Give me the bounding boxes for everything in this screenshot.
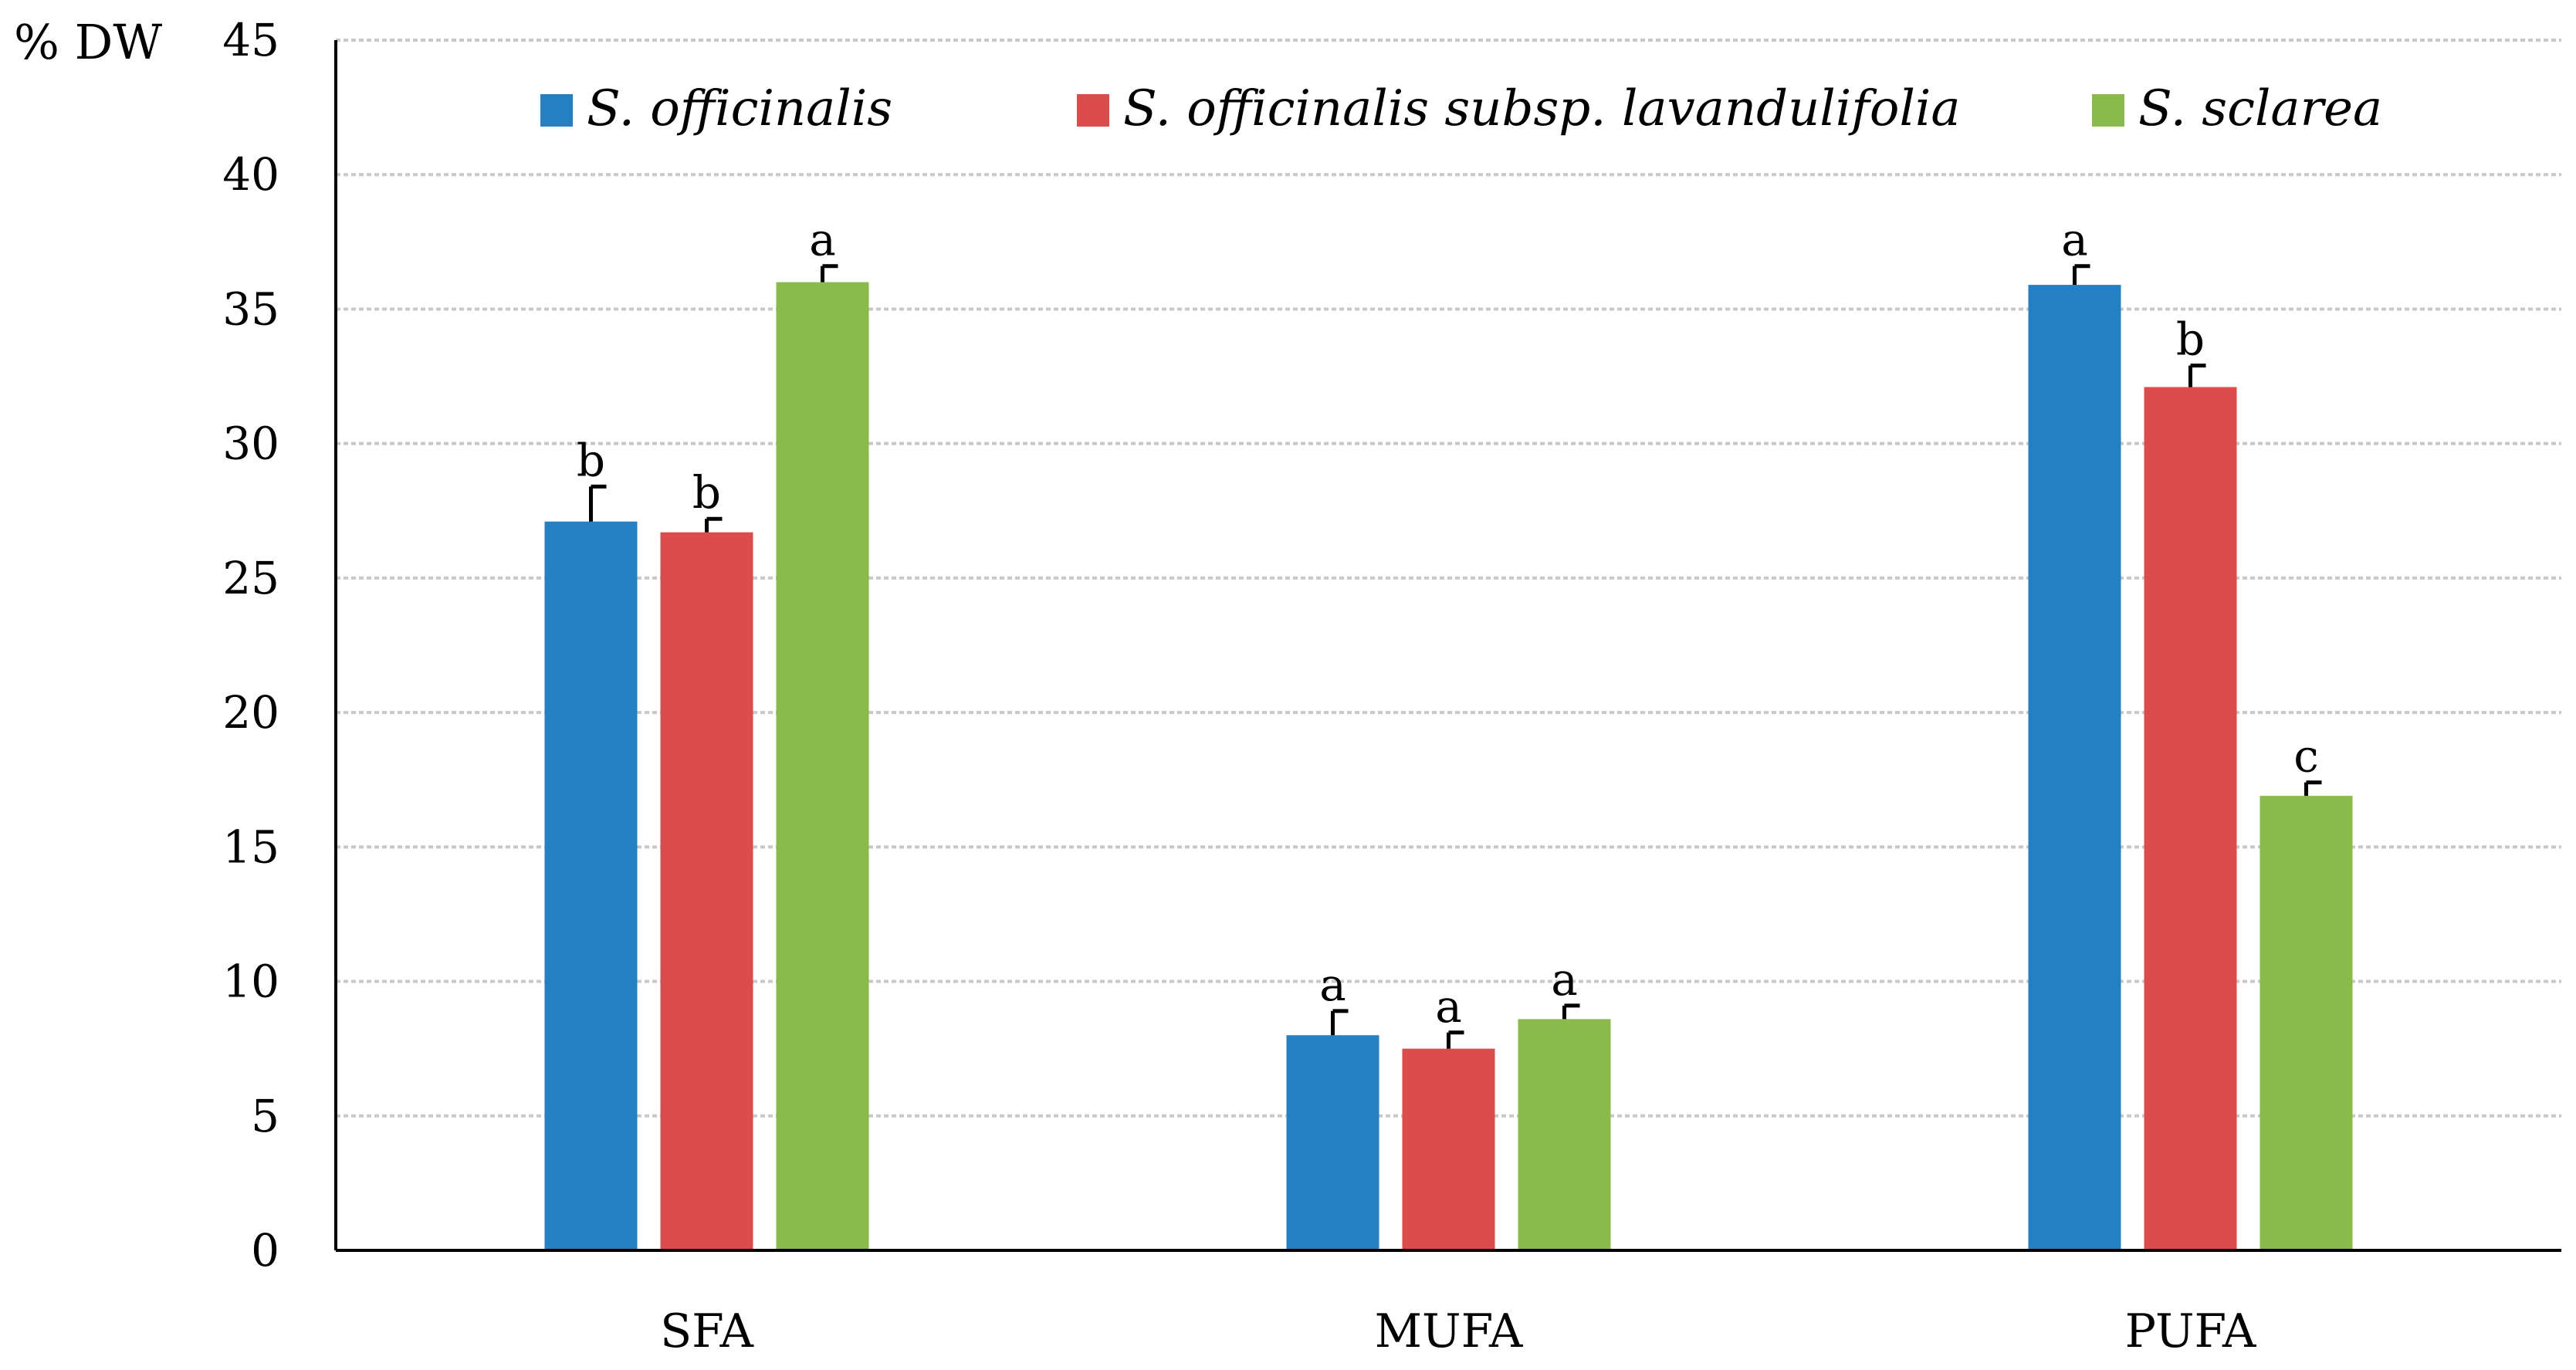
significance-letter: a xyxy=(1435,980,1462,1033)
bar xyxy=(544,521,638,1250)
legend-label: S. officinalis xyxy=(587,80,892,137)
bar xyxy=(1286,1035,1379,1250)
legend-swatch xyxy=(1077,94,1109,127)
bar xyxy=(2028,285,2121,1250)
significance-letter: c xyxy=(2293,730,2318,783)
y-tick-label: 40 xyxy=(222,148,279,201)
significance-letter: a xyxy=(1551,953,1578,1006)
bar xyxy=(1402,1048,1495,1250)
y-tick-label: 20 xyxy=(222,686,279,739)
legend-label: S. sclarea xyxy=(2138,80,2382,137)
y-tick-label: 0 xyxy=(251,1224,279,1277)
significance-letter: a xyxy=(2061,214,2088,266)
significance-letter: b xyxy=(2176,313,2205,366)
significance-letter: b xyxy=(692,466,721,519)
x-tick-label: MUFA xyxy=(1375,1304,1523,1358)
significance-letter: a xyxy=(809,214,836,266)
axes: 0 5 10 15 20 25 30 35 40 45 SFA MUFA PUFA xyxy=(222,14,2561,1358)
bar xyxy=(776,282,869,1251)
y-axis-title: % DW xyxy=(14,14,162,70)
y-tick-label: 35 xyxy=(222,282,279,335)
y-tick-label: 5 xyxy=(251,1090,279,1142)
x-tick-label: PUFA xyxy=(2125,1304,2256,1358)
legend-swatch xyxy=(2092,94,2124,127)
y-tick-label: 30 xyxy=(222,418,279,470)
bar xyxy=(660,532,753,1250)
bars: b b a a a a a b c xyxy=(544,214,2353,1251)
significance-letter: a xyxy=(1319,959,1346,1011)
legend: S. officinalis S. officinalis subsp. lava… xyxy=(540,80,2382,137)
y-tick-label: 15 xyxy=(222,820,279,873)
legend-label: S. officinalis subsp. lavandulifolia xyxy=(1123,80,1961,137)
bar xyxy=(2144,387,2237,1250)
y-tick-label: 45 xyxy=(222,14,279,66)
bar xyxy=(1518,1019,1611,1250)
y-tick-label: 10 xyxy=(222,956,279,1008)
y-tick-label: 25 xyxy=(222,552,279,604)
x-tick-label: SFA xyxy=(660,1304,754,1358)
legend-swatch xyxy=(540,94,573,127)
bar xyxy=(2260,796,2353,1250)
significance-letter: b xyxy=(577,434,605,486)
